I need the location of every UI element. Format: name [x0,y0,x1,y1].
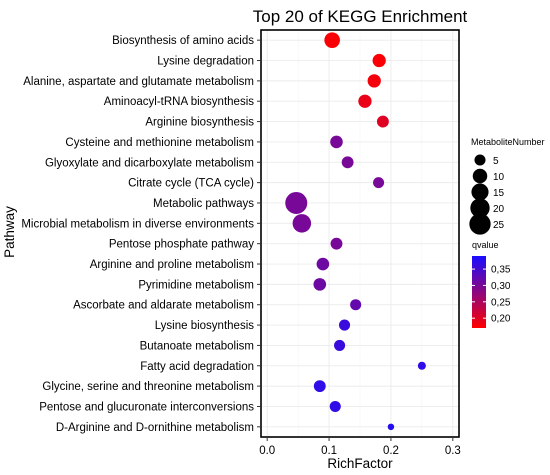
data-points [285,32,426,431]
colorbar-ticks: 0,20 0,25 0,30 0,35 [472,265,511,325]
data-point [376,115,389,128]
size-legend-label: 20 [493,204,505,215]
size-legend-items: 5 10 15 20 25 [469,154,505,235]
data-point [367,74,381,88]
y-tick-label: Pentose phosphate pathway [109,239,254,251]
size-legend-label: 10 [493,172,505,183]
size-legend-dot [470,198,490,218]
data-point [330,237,343,250]
x-axis: 0.0 0.1 0.2 0.3 [259,437,461,457]
data-point [417,361,426,370]
color-legend-title: qvalue [472,240,499,250]
colorbar-tick-label: 0,35 [491,265,511,276]
y-tick-label: Aminoacyl-tRNA biosynthesis [104,96,254,108]
colorbar-tick-label: 0,25 [491,297,511,308]
data-point [316,257,330,271]
data-point [285,191,308,214]
size-legend-dot [474,154,486,166]
y-tick-label: D-Arginine and D-ornithine metabolism [56,422,254,434]
data-point [313,278,327,291]
x-axis-title: RichFactor [327,456,393,471]
colorbar-tick-label: 0,30 [491,281,511,292]
size-legend-label: 15 [493,188,505,199]
y-tick-label: Citrate cycle (TCA cycle) [128,178,254,190]
data-point [338,319,351,331]
y-tick-label: Cysteine and methionine metabolism [65,137,254,149]
y-tick-label: Arginine biosynthesis [145,117,254,129]
size-legend-dot [469,213,491,235]
size-legend: MetaboliteNumber 5 10 15 20 25 [469,137,545,235]
data-point [292,214,312,233]
y-tick-label: Pentose and glucuronate interconversions [39,401,254,413]
y-tick-label: Pyrimidine metabolism [138,279,254,291]
y-axis: Biosynthesis of amino acids Lysine degrad… [21,35,261,434]
data-point [334,339,346,351]
data-point [330,135,343,149]
x-tick-label: 0.0 [259,445,275,457]
size-legend-dot [471,183,489,201]
data-point [372,53,386,68]
y-tick-label: Arginine and proline metabolism [90,259,254,271]
y-tick-label: Biosynthesis of amino acids [112,35,254,47]
colorbar-tick-label: 0,20 [491,314,511,325]
data-point [358,94,372,108]
x-tick-label: 0.2 [383,445,399,457]
data-point [324,32,340,48]
x-tick-label: 0.1 [321,445,337,457]
x-tick-label: 0.3 [445,445,461,457]
y-tick-label: Fatty acid degradation [140,361,254,373]
data-point [313,380,326,393]
y-axis-title: Pathway [2,206,17,258]
y-tick-label: Butanoate metabolism [140,340,254,352]
y-tick-label: Ascorbate and aldarate metabolism [73,300,254,312]
size-legend-label: 25 [493,220,505,231]
data-point [329,400,341,413]
y-tick-label: Lysine degradation [157,56,254,68]
size-legend-title: MetaboliteNumber [471,137,545,147]
y-tick-label: Glyoxylate and dicarboxylate metabolism [45,157,254,169]
qvalue-colorbar [472,256,486,328]
y-tick-label: Lysine biosynthesis [155,320,255,332]
y-tick-label: Glycine, serine and threonine metabolism [42,381,254,393]
color-legend: qvalue 0,20 0,25 0,30 0,35 [472,240,511,328]
y-tick-label: Microbial metabolism in diverse environm… [21,218,254,230]
data-point [341,156,354,169]
plot-panel [260,29,460,438]
y-tick-label: Alanine, aspartate and glutamate metabol… [23,76,254,88]
data-point [387,423,395,431]
size-legend-dot [472,168,488,184]
data-point [373,177,385,189]
plot-gridlines [261,30,459,437]
y-tick-label: Metabolic pathways [153,198,254,210]
size-legend-label: 5 [493,156,499,167]
data-point [350,299,362,311]
chart-title: Top 20 of KEGG Enrichment [253,7,468,26]
